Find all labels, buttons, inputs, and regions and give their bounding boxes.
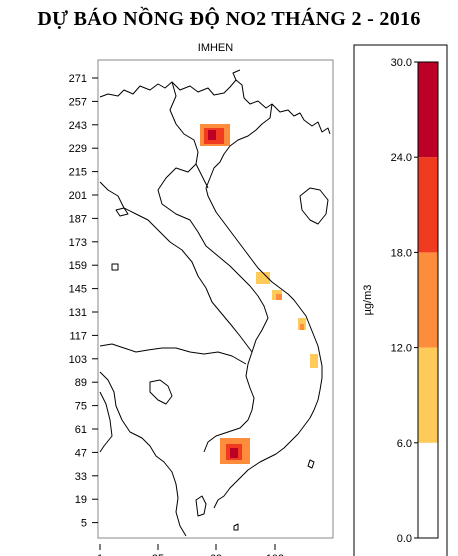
y-tick-label: 159 [69,260,87,272]
y-tick-label: 33 [75,471,87,483]
y-axis: 271 257 243 229 215 201 187 173 159 145 131 117 103 8… [69,73,98,530]
y-tick-label: 145 [69,284,87,296]
concentration-cell [310,354,318,368]
thailand-coastline [99,391,113,453]
legend-band [418,252,438,348]
legend-band [418,442,438,538]
legend-tick-label: 12.0 [391,343,412,355]
y-tick-label: 19 [75,494,87,506]
legend-band [418,347,438,443]
legend-tick-label: 24.0 [391,152,412,164]
island-small-3 [307,459,315,469]
map-subtitle: IMHEN [197,42,234,54]
y-tick-label: 5 [81,518,87,530]
danang-hotspot [272,290,282,300]
legend-tick-label: 30.0 [391,57,412,69]
laos-vietnam-border [157,81,269,453]
x-tick-label: 69 [210,553,222,556]
y-tick-label: 47 [75,447,87,459]
y-tick-label: 103 [69,354,87,366]
laos-thailand-border [99,181,253,353]
boundary-lines [99,69,331,537]
legend-unit-label: µg/m3 [362,285,374,316]
legend: 30.0 24.0 18.0 12.0 6.0 0.0 µg/m3 [353,44,448,556]
y-tick-label: 271 [69,73,87,85]
island-small-1 [115,207,129,217]
y-tick-label: 215 [69,167,87,179]
y-tick-label: 61 [75,424,87,436]
hue-hotspot [256,272,270,284]
legend-band [418,157,438,253]
hcmc-hotspot [220,438,250,464]
island-small-4 [233,523,239,531]
legend-band [418,62,438,158]
cambodia-thailand-border [99,343,247,365]
y-tick-label: 201 [69,190,87,202]
quangngai-hotspot [298,318,306,330]
nhatrang-hotspot [310,354,318,368]
phu-quoc-island [195,495,207,517]
hainan-coast [299,187,329,225]
y-tick-label: 117 [69,330,87,342]
concentration-cell [300,324,304,330]
x-tick-label: 1 [97,553,103,556]
concentration-layer [200,124,318,464]
legend-bar-outline [417,61,439,539]
legend-tick-label: 6.0 [397,438,412,450]
y-tick-label: 229 [69,143,87,155]
y-tick-label: 243 [69,120,87,132]
x-axis: 1 35 69 103 [97,544,284,556]
map-title: DỰ BÁO NỒNG ĐỘ NO2 THÁNG 2 - 2016 [37,8,421,30]
legend-ticks: 30.0 24.0 18.0 12.0 6.0 0.0 [391,57,418,545]
y-tick-label: 173 [69,237,87,249]
legend-tick-label: 18.0 [391,247,412,259]
concentration-cell [208,130,216,140]
y-tick-label: 257 [69,96,87,108]
x-tick-label: 35 [152,553,164,556]
concentration-cell [256,272,270,284]
concentration-cell [230,448,238,458]
island-small-2 [111,263,119,271]
lake-tonle-sap [149,379,173,405]
legend-colorbar [417,61,439,539]
y-tick-label: 75 [75,401,87,413]
y-tick-label: 187 [69,213,87,225]
vietnam-coastline [99,69,331,509]
hanoi-hotspot [200,124,230,146]
cambodia-coastline [99,371,187,537]
x-tick-label: 103 [266,553,284,556]
y-tick-label: 89 [75,377,87,389]
concentration-cell [276,294,282,300]
legend-tick-label: 0.0 [397,533,412,545]
y-tick-label: 131 [69,307,87,319]
